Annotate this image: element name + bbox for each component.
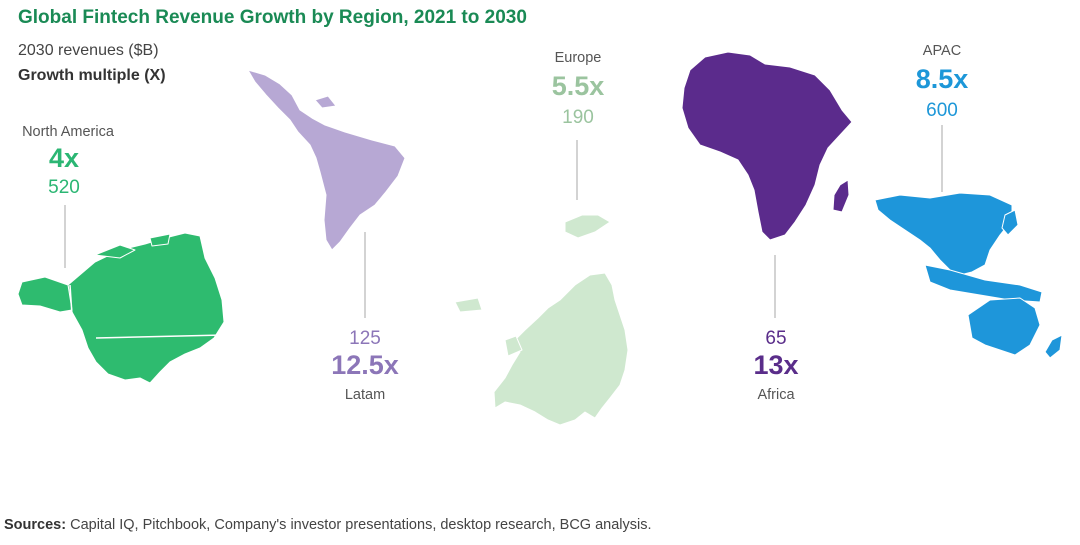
- label-apac-revenue: 600: [926, 100, 958, 121]
- sources-note: Sources: Capital IQ, Pitchbook, Company'…: [4, 517, 652, 533]
- chart-title: Global Fintech Revenue Growth by Region,…: [18, 7, 527, 28]
- map-apac: [874, 192, 1063, 359]
- sources-text: Capital IQ, Pitchbook, Company's investo…: [66, 517, 652, 533]
- legend-multiple-label: Growth multiple (X): [18, 67, 166, 84]
- label-apac-multiple: 8.5x: [916, 64, 969, 94]
- label-europe-multiple: 5.5x: [552, 71, 605, 101]
- legend-revenue-label: 2030 revenues ($B): [18, 42, 159, 59]
- label-north-america-name: North America: [22, 124, 115, 140]
- map-latam: [247, 69, 406, 251]
- label-north-america-revenue: 520: [48, 177, 80, 198]
- map-europe: [454, 214, 629, 426]
- label-latam-revenue: 125: [349, 328, 381, 349]
- label-africa-revenue: 65: [765, 328, 786, 349]
- map-africa: [681, 51, 853, 241]
- label-europe-name: Europe: [555, 50, 602, 66]
- sources-label: Sources:: [4, 517, 67, 533]
- label-north-america-multiple: 4x: [49, 143, 79, 173]
- label-europe-revenue: 190: [562, 107, 594, 128]
- label-africa-multiple: 13x: [753, 350, 798, 380]
- leader-lines: [64, 125, 943, 318]
- label-latam-name: Latam: [345, 387, 385, 403]
- map-north-america: [17, 232, 225, 384]
- label-africa-name: Africa: [757, 387, 795, 403]
- label-apac-name: APAC: [923, 43, 961, 59]
- label-latam-multiple: 12.5x: [331, 350, 399, 380]
